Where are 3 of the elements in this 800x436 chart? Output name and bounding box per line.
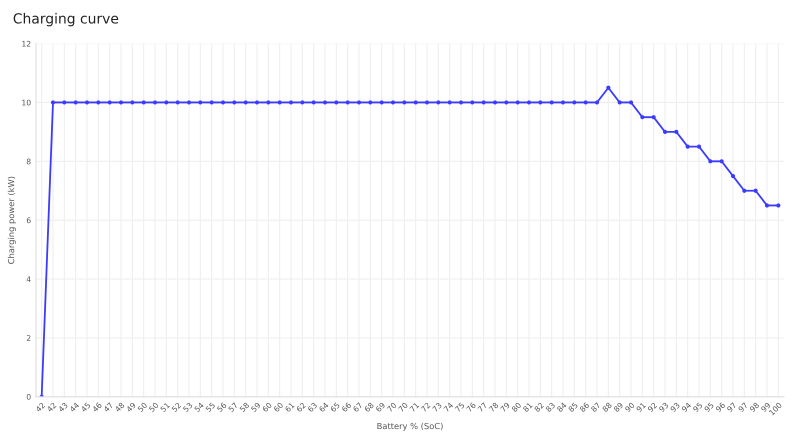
- y-axis-title: Charging power (kW): [8, 176, 16, 264]
- x-axis-title: Battery % (SoC): [377, 422, 443, 431]
- chart-title: Charging curve: [14, 12, 118, 26]
